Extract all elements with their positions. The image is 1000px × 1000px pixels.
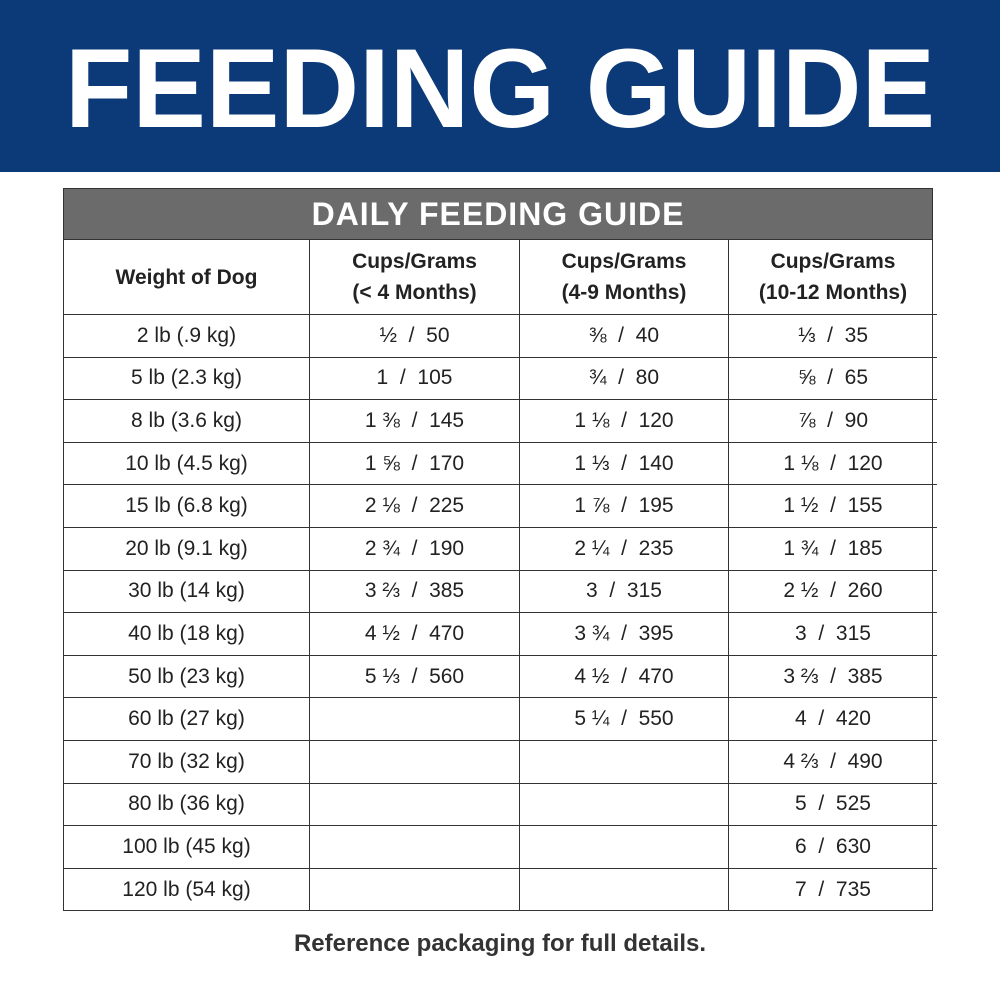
empty-cell: [519, 825, 729, 869]
header-line: (< 4 Months): [352, 281, 477, 304]
amount-cell: 1 ½ / 155: [728, 484, 937, 528]
amount-cell: 5 ⅓ / 560: [309, 654, 520, 699]
data-row: 70 lb (32 kg) 4 ⅔ / 490: [64, 739, 937, 784]
header-line: Weight of Dog: [115, 265, 258, 289]
amount-cell: 1 ⅛ / 120: [728, 441, 937, 486]
weight-cell: 40 lb (18 kg): [64, 612, 310, 656]
weight-cell: 15 lb (6.8 kg): [64, 484, 310, 528]
amount-cell: 1 ⅛ / 120: [519, 399, 729, 443]
amount-cell: 6 / 630: [728, 825, 937, 869]
feeding-table: DAILY FEEDING GUIDE Weight of Dog Cups/Gr…: [63, 188, 937, 912]
weight-cell: 30 lb (14 kg): [64, 569, 310, 614]
data-row: 10 lb (4.5 kg) 1 ⅝ / 170 1 ⅓ / 140 1 ⅛ / 12…: [64, 441, 937, 486]
weight-cell: 60 lb (27 kg): [64, 697, 310, 741]
data-row: 60 lb (27 kg) 5 ¼ / 550 4 / 420: [64, 697, 937, 741]
amount-cell: 7 / 735: [728, 867, 937, 911]
amount-cell: 4 ½ / 470: [309, 612, 520, 656]
amount-cell: ⅞ / 90: [728, 399, 937, 443]
empty-cell: [519, 739, 729, 784]
amount-cell: 4 / 420: [728, 697, 937, 741]
weight-cell: 10 lb (4.5 kg): [64, 441, 310, 486]
empty-cell: [309, 867, 520, 911]
amount-cell: ¾ / 80: [519, 356, 729, 401]
empty-cell: [309, 697, 520, 741]
data-row: 20 lb (9.1 kg) 2 ¾ / 190 2 ¼ / 235 1 ¾ / 18…: [64, 526, 937, 571]
weight-cell: 80 lb (36 kg): [64, 782, 310, 827]
header-row: Weight of Dog Cups/Grams (< 4 Months) Cups/…: [64, 240, 937, 315]
data-row: 15 lb (6.8 kg) 2 ⅛ / 225 1 ⅞ / 195 1 ½ / 15…: [64, 484, 937, 528]
amount-cell: 1 ⅓ / 140: [519, 441, 729, 486]
footer-note: Reference packaging for full details.: [293, 930, 707, 957]
amount-cell: 3 ¾ / 395: [519, 612, 729, 656]
data-row: 5 lb (2.3 kg) 1 / 105 ¾ / 80 ⅝ / 65: [64, 356, 937, 401]
amount-cell: 2 ⅛ / 225: [309, 484, 520, 528]
data-row: 80 lb (36 kg) 5 / 525: [64, 782, 937, 827]
data-row: 40 lb (18 kg) 4 ½ / 470 3 ¾ / 395 3 / 315: [64, 612, 937, 656]
weight-cell: 5 lb (2.3 kg): [64, 356, 310, 401]
empty-cell: [519, 782, 729, 827]
weight-cell: 100 lb (45 kg): [64, 825, 310, 869]
amount-cell: 1 / 105: [309, 356, 520, 401]
amount-cell: 1 ⅞ / 195: [519, 484, 729, 528]
data-row: 100 lb (45 kg) 6 / 630: [64, 825, 937, 869]
weight-cell: 20 lb (9.1 kg): [64, 526, 310, 571]
empty-cell: [519, 867, 729, 911]
amount-cell: ½ / 50: [309, 314, 520, 358]
empty-cell: [309, 782, 520, 827]
amount-cell: 1 ⅜ / 145: [309, 399, 520, 443]
amount-cell: 3 / 315: [728, 612, 937, 656]
column-header: Cups/Grams (4-9 Months): [519, 240, 729, 315]
data-row: 50 lb (23 kg) 5 ⅓ / 560 4 ½ / 470 3 ⅔ / 385: [64, 654, 937, 699]
data-row: 120 lb (54 kg) 7 / 735: [64, 867, 937, 911]
amount-cell: 5 ¼ / 550: [519, 697, 729, 741]
header-line: (10-12 Months): [758, 281, 908, 304]
amount-cell: 2 ½ / 260: [728, 569, 937, 614]
empty-cell: [309, 825, 520, 869]
amount-cell: 5 / 525: [728, 782, 937, 827]
header-line: Cups/Grams: [352, 250, 477, 273]
column-header: Cups/Grams (< 4 Months): [309, 240, 520, 315]
amount-cell: ⅜ / 40: [519, 314, 729, 358]
amount-cell: 3 / 315: [519, 569, 729, 614]
banner-svg: FEEDING GUIDE: [65, 26, 935, 151]
amount-cell: ⅓ / 35: [728, 314, 937, 358]
weight-cell: 120 lb (54 kg): [64, 867, 310, 911]
empty-cell: [309, 739, 520, 784]
weight-cell: 8 lb (3.6 kg): [64, 399, 310, 443]
header-line: Cups/Grams: [770, 250, 896, 273]
weight-cell: 70 lb (32 kg): [64, 739, 310, 784]
amount-cell: 4 ⅔ / 490: [728, 739, 937, 784]
amount-cell: 1 ⅝ / 170: [309, 441, 520, 486]
header-line: (4-9 Months): [561, 281, 687, 304]
column-header: Weight of Dog: [64, 240, 310, 315]
weight-cell: 2 lb (.9 kg): [64, 314, 310, 358]
data-row: 2 lb (.9 kg) ½ / 50 ⅜ / 40 ⅓ / 35: [64, 314, 937, 358]
amount-cell: 2 ¾ / 190: [309, 526, 520, 571]
data-row: 8 lb (3.6 kg) 1 ⅜ / 145 1 ⅛ / 120 ⅞ / 90: [64, 399, 937, 443]
weight-cell: 50 lb (23 kg): [64, 654, 310, 699]
amount-cell: 3 ⅔ / 385: [728, 654, 937, 699]
banner: FEEDING GUIDE: [0, 0, 1000, 172]
table-title: DAILY FEEDING GUIDE: [64, 189, 932, 240]
amount-cell: 1 ¾ / 185: [728, 526, 937, 571]
page-title: FEEDING GUIDE: [65, 26, 935, 151]
column-header: Cups/Grams (10-12 Months): [728, 240, 937, 315]
table-grid: Weight of Dog Cups/Grams (< 4 Months) Cups/…: [64, 240, 937, 911]
amount-cell: 2 ¼ / 235: [519, 526, 729, 571]
data-row: 30 lb (14 kg) 3 ⅔ / 385 3 / 315 2 ½ / 260: [64, 569, 937, 614]
amount-cell: 3 ⅔ / 385: [309, 569, 520, 614]
amount-cell: 4 ½ / 470: [519, 654, 729, 699]
amount-cell: ⅝ / 65: [728, 356, 937, 401]
header-line: Cups/Grams: [561, 250, 687, 273]
